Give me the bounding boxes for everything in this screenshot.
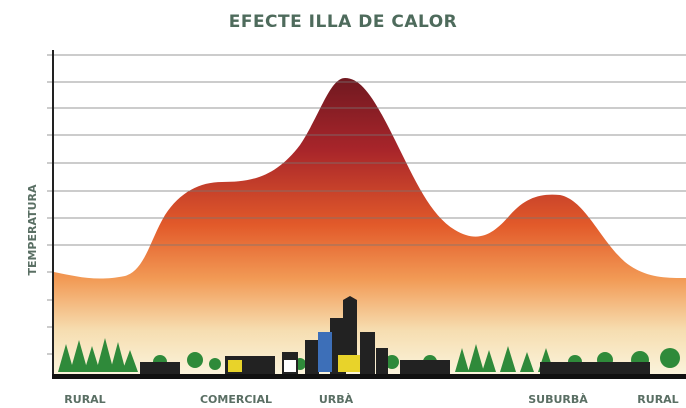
y-label: TEMPERATURA: [26, 184, 39, 276]
zone-label: RURAL: [64, 393, 105, 406]
diagram: EFECTE ILLA DE CALOR: [0, 0, 686, 408]
zone-label: URBÀ: [319, 393, 354, 406]
zone-label: SUBURBÀ: [528, 393, 588, 406]
page: EFECTE ILLA DE CALOR: [0, 0, 686, 408]
zone-label: COMERCIAL: [200, 393, 272, 406]
heat-curve: [54, 78, 686, 376]
title: EFECTE ILLA DE CALOR: [229, 12, 458, 32]
zone-label: RURAL: [637, 393, 678, 406]
ground: [52, 374, 686, 379]
